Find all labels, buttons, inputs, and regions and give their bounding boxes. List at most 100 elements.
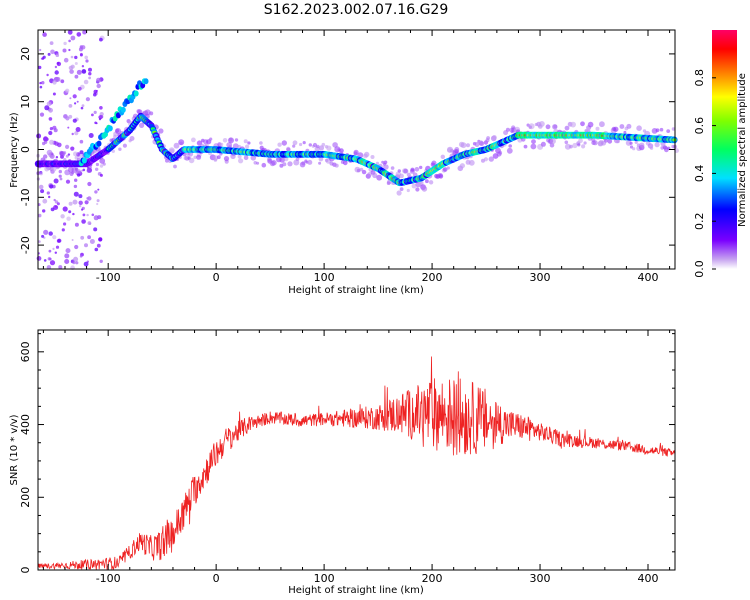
- spectrogram-noise-dot: [82, 213, 86, 217]
- spectrogram-noise-dot: [88, 133, 94, 138]
- spectrogram-halo-dot: [531, 139, 536, 145]
- spectrogram-noise-dot: [37, 213, 42, 218]
- snr-x-tick-label: -100: [96, 572, 121, 585]
- spectrogram-halo-dot: [48, 152, 54, 158]
- spectrogram-halo-dot: [223, 156, 230, 162]
- spectrogram-noise-dot: [55, 53, 60, 57]
- spectrogram-halo-dot: [191, 137, 196, 143]
- spectrogram-halo-dot: [403, 168, 409, 174]
- spectrogram-halo-dot: [318, 156, 324, 162]
- spectrogram-noise-dot: [72, 261, 76, 265]
- spectrogram-halo-dot: [282, 162, 287, 167]
- spectrogram-noise-dot: [97, 215, 102, 220]
- snr-y-tick-label: 200: [19, 487, 32, 508]
- spectrogram-branch-blob: [120, 106, 126, 113]
- spectrogram-halo-dot: [549, 138, 556, 145]
- spectrogram-y-tick-label: -20: [19, 236, 32, 254]
- spectrogram-halo-dot: [483, 157, 488, 162]
- spectrogram-halo-dot: [372, 172, 378, 179]
- spectrogram-noise-dot: [76, 32, 82, 37]
- spectrogram-noise-dot: [41, 234, 45, 238]
- spectrogram-noise-dot: [74, 55, 78, 60]
- colorbar-label: Normalized spectral amplitude: [737, 73, 748, 227]
- spectrogram-halo-dot: [293, 159, 300, 166]
- spectrogram-halo-dot: [299, 142, 303, 147]
- spectrogram-halo-dot: [295, 157, 300, 161]
- spectrogram-halo-dot: [65, 154, 69, 158]
- spectrogram-halo-dot: [292, 140, 298, 146]
- spectrogram-noise-dot: [48, 117, 53, 121]
- spectrogram-halo-dot: [540, 141, 546, 147]
- colorbar-tick-label: 0.4: [693, 165, 706, 183]
- snr-x-tick-label: 300: [530, 572, 551, 585]
- spectrogram-noise-dot: [78, 194, 83, 199]
- spectrogram-halo-dot: [118, 147, 122, 151]
- spectrogram-noise-dot: [38, 240, 41, 243]
- spectrogram-halo-dot: [219, 142, 224, 147]
- spectrogram-halo-dot: [530, 143, 537, 150]
- spectrogram-halo-dot: [629, 145, 634, 149]
- spectrogram-halo-dot: [599, 121, 605, 128]
- spectrogram-halo-dot: [578, 138, 583, 144]
- spectrogram-noise-dot: [66, 216, 71, 221]
- spectrogram-noise-dot: [38, 184, 44, 190]
- spectrogram-halo-dot: [666, 129, 671, 134]
- spectrogram-halo-dot: [466, 143, 470, 148]
- spectrogram-halo-dot: [446, 166, 450, 170]
- spectrogram-noise-dot: [55, 245, 60, 249]
- spectrogram-noise-dot: [84, 55, 88, 60]
- spectrogram-halo-dot: [99, 158, 106, 164]
- spectrogram-noise-dot: [93, 110, 97, 114]
- spectrogram-halo-dot: [277, 142, 282, 147]
- spectrogram-noise-dot: [58, 265, 63, 270]
- spectrogram-noise-dot: [54, 251, 57, 254]
- snr-y-axis: 0 200 400 600: [19, 333, 675, 574]
- spectrogram-noise-dot: [52, 92, 56, 96]
- spectrogram-y-tick-label: -10: [19, 188, 32, 206]
- snr-x-tick-label: 200: [422, 572, 443, 585]
- spectrogram-halo-dot: [228, 137, 233, 142]
- spectrogram-halo-dot: [99, 164, 104, 168]
- spectrogram-halo-dot: [158, 128, 164, 134]
- spectrogram-noise-dot: [88, 72, 92, 76]
- spectrogram-noise-dot: [62, 48, 67, 53]
- spectrogram-noise-dot: [60, 79, 65, 84]
- spectrogram-noise-dot: [56, 61, 62, 67]
- spectrogram-noise-dot: [39, 85, 43, 89]
- spectrogram-halo-dot: [308, 143, 312, 147]
- spectrogram-noise-dot: [93, 227, 98, 232]
- spectrogram-noise-dot: [72, 94, 77, 99]
- spectrogram-noise-dot: [68, 104, 73, 108]
- spectrogram-halo-dot: [111, 149, 116, 153]
- spectrogram-halo-dot: [592, 140, 598, 146]
- spectrogram-noise-dot: [96, 77, 102, 83]
- spectrogram-noise-dot: [71, 239, 74, 241]
- spectrogram-noise-dot: [81, 169, 83, 172]
- spectrogram-noise-dot: [64, 259, 70, 264]
- spectrogram-noise-dot: [70, 146, 75, 151]
- spectrogram-halo-dot: [283, 156, 289, 162]
- spectrogram-noise-dot: [67, 29, 73, 35]
- spectrogram-halo-dot: [655, 128, 660, 133]
- spectrogram-noise-dot: [62, 206, 68, 212]
- snr-x-tick-label: 100: [314, 572, 335, 585]
- spectrogram-noise-dot: [47, 52, 51, 56]
- spectrogram-noise-dot: [68, 201, 73, 206]
- spectrogram-halo-dot: [564, 125, 570, 131]
- spectrogram-halo-dot: [63, 158, 67, 162]
- spectrogram-halo-dot: [316, 144, 320, 149]
- spectrogram-noise-dot: [94, 247, 99, 252]
- spectrogram-noise-dot: [73, 184, 78, 189]
- spectrogram-noise-dot: [39, 112, 45, 117]
- spectrogram-noise-dot: [74, 222, 79, 227]
- spectrogram-noise-dot: [47, 257, 51, 261]
- spectrogram-noise-dot: [41, 81, 45, 85]
- spectrogram-halo-dot: [193, 155, 197, 159]
- spectrogram-noise-dot: [46, 265, 52, 270]
- spectrogram-halo-dot: [279, 156, 286, 163]
- spectrogram-noise-dot: [68, 210, 72, 214]
- spectrogram-noise-dot: [49, 184, 54, 189]
- spectrogram-noise-dot: [76, 69, 82, 75]
- spectrogram-halo-dot: [414, 167, 420, 172]
